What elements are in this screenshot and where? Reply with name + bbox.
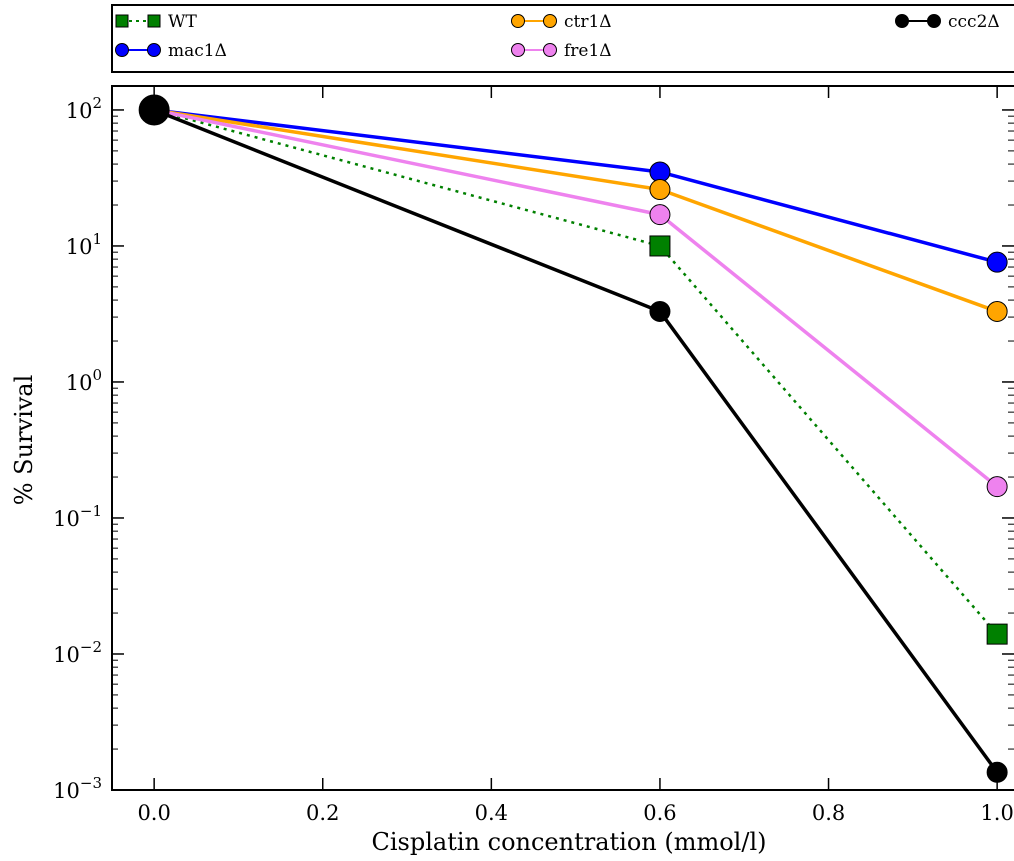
plot-area: [138, 94, 1008, 783]
legend-marker: [511, 43, 525, 57]
data-point: [649, 300, 671, 322]
data-point: [138, 94, 170, 126]
data-point: [986, 623, 1008, 645]
data-point: [986, 476, 1008, 498]
legend-marker: [115, 14, 129, 28]
y-tick-label: 10−1: [53, 502, 102, 531]
series-line-ccc2Δ: [153, 108, 999, 774]
series-line-fre1Δ: [153, 108, 999, 488]
legend-marker: [927, 14, 941, 28]
legend-marker: [147, 43, 161, 57]
series-line-mac1Δ: [153, 108, 998, 264]
legend-label: ctr1Δ: [564, 12, 612, 32]
legend-item: ctr1Δ: [511, 12, 612, 32]
legend-marker: [895, 14, 909, 28]
x-tick-label: 0.8: [812, 801, 845, 825]
y-tick-label: 101: [66, 230, 102, 259]
legend: WT mac1Δ ctr1Δ fre1Δ ccc2Δ: [111, 4, 1014, 73]
plot-frame: [111, 85, 1014, 791]
legend-item: WT: [115, 12, 197, 32]
legend-label: fre1Δ: [564, 41, 612, 61]
data-point: [986, 300, 1008, 322]
axes: 0.0 0.2 0.4 0.6 0.8 1.0 102 101 100 10−1 10−2 10−3: [53, 85, 1014, 825]
x-tick-label: 0.0: [137, 801, 170, 825]
data-point: [649, 161, 671, 183]
series-line-WT: [153, 108, 999, 635]
x-tick-label: 0.2: [306, 801, 339, 825]
data-point: [649, 179, 671, 201]
y-tick-label: 10−2: [53, 638, 102, 667]
legend-item: ccc2Δ: [895, 12, 1000, 32]
legend-marker: [115, 43, 129, 57]
x-tick-label: 0.6: [643, 801, 676, 825]
legend-item: mac1Δ: [115, 41, 227, 61]
series-line-ctr1Δ: [153, 108, 998, 314]
legend-item: fre1Δ: [511, 41, 612, 61]
legend-label: WT: [168, 12, 197, 32]
legend-marker: [511, 14, 525, 28]
legend-frame: [111, 4, 1014, 73]
x-tick-label: 0.4: [475, 801, 508, 825]
legend-label: mac1Δ: [168, 41, 227, 61]
x-axis-label: Cisplatin concentration (mmol/l): [372, 828, 767, 856]
legend-marker: [543, 43, 557, 57]
data-point: [649, 204, 671, 226]
y-tick-label: 100: [66, 366, 102, 395]
data-point: [986, 251, 1008, 273]
legend-marker: [147, 14, 161, 28]
y-tick-label: 102: [66, 94, 102, 123]
data-point: [649, 235, 671, 257]
y-axis-label: % Survival: [10, 375, 38, 506]
x-tick-label: 1.0: [980, 801, 1013, 825]
legend-label: ccc2Δ: [948, 12, 1000, 32]
y-tick-label: 10−3: [53, 774, 102, 803]
legend-marker: [543, 14, 557, 28]
